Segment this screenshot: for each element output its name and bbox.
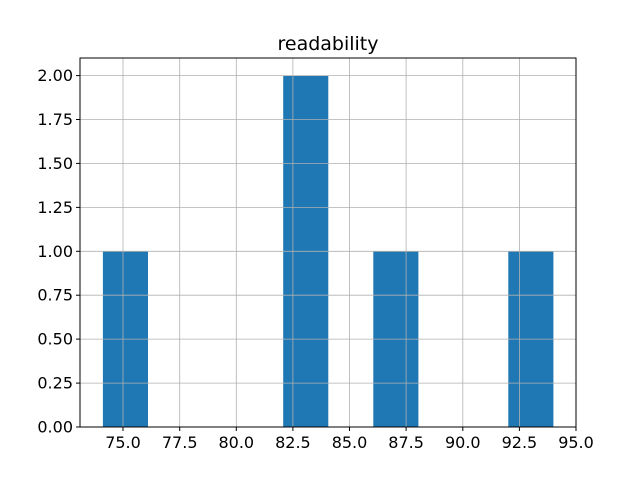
x-tick-label: 80.0 [218, 433, 254, 452]
x-tick-label: 95.0 [558, 433, 594, 452]
tick-marks-layer [76, 75, 577, 431]
tick-labels-layer: 75.0 77.5 80.0 82.5 85.0 87.5 90.0 92.5 95.0 0.00… [37, 66, 593, 452]
y-tick-label: 0.00 [37, 418, 73, 437]
y-tick-label: 1.75 [37, 110, 73, 129]
y-tick-label: 1.00 [37, 242, 73, 261]
y-tick-label: 2.00 [37, 66, 73, 85]
y-tick-label: 0.25 [37, 374, 73, 393]
x-tick-label: 75.0 [105, 433, 141, 452]
y-tick-label: 1.25 [37, 198, 73, 217]
axes-spines [79, 57, 577, 428]
y-tick-label: 1.50 [37, 154, 73, 173]
x-tick-label: 90.0 [445, 433, 481, 452]
chart-title: readability [277, 33, 378, 55]
x-tick-label: 87.5 [388, 433, 424, 452]
y-tick-label: 0.50 [37, 330, 73, 349]
x-tick-label: 92.5 [502, 433, 538, 452]
x-tick-label: 77.5 [162, 433, 198, 452]
x-tick-label: 82.5 [275, 433, 311, 452]
y-tick-label: 0.75 [37, 286, 73, 305]
axes-spines-layer [79, 57, 577, 428]
x-tick-label: 85.0 [332, 433, 368, 452]
